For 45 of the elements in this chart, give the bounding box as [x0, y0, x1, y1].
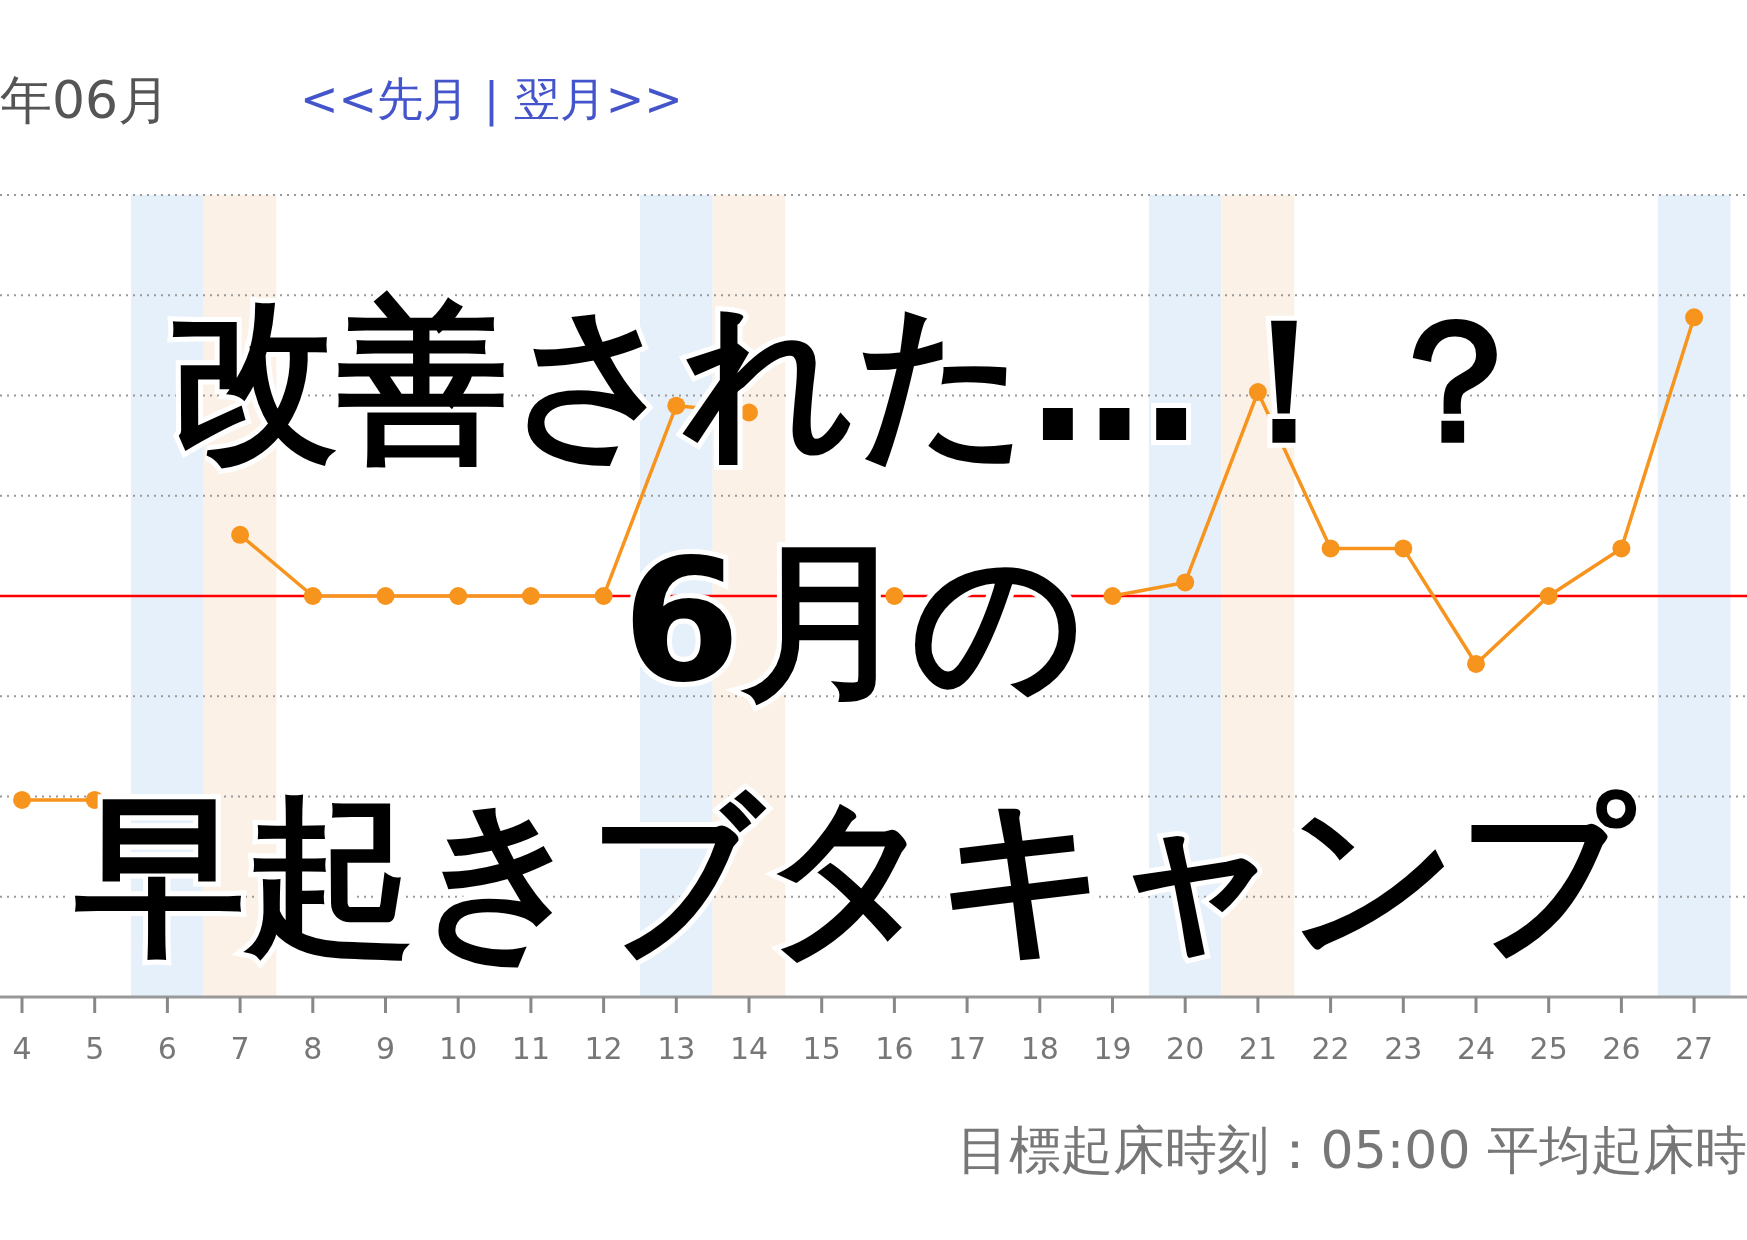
x-tick-label: 26 [1602, 1031, 1641, 1066]
x-tick-label: 4 [12, 1031, 32, 1066]
chart-subtitle: <<先月 | 翌月>> [300, 72, 683, 127]
point [1685, 308, 1704, 327]
point [1321, 539, 1340, 558]
x-tick-label: 6 [157, 1031, 177, 1066]
x-tick-label: 23 [1384, 1031, 1423, 1066]
x-tick-label: 14 [729, 1031, 769, 1066]
point [1103, 587, 1122, 605]
x-tick-label: 15 [802, 1031, 841, 1066]
text: 目標起床時刻：05:00 平均起床時 [956, 1120, 1747, 1180]
point [376, 587, 395, 605]
point [1539, 587, 1558, 605]
annotation: 早起きブタキャンプ [73, 777, 1637, 975]
point [1612, 539, 1631, 558]
x-tick-label: 8 [303, 1031, 323, 1066]
point [231, 525, 250, 544]
point [1248, 383, 1267, 402]
x-tick-label: 25 [1529, 1031, 1568, 1066]
x-tick-label: 20 [1166, 1031, 1205, 1066]
point [303, 587, 322, 605]
x-tick-label: 13 [657, 1031, 696, 1066]
point [594, 587, 613, 605]
point [449, 587, 468, 605]
x-tick-label: 27 [1675, 1031, 1714, 1066]
x-tick-label: 16 [875, 1031, 914, 1066]
x-tick-label: 10 [439, 1031, 478, 1066]
x-tick-label: 12 [584, 1031, 623, 1066]
point [13, 790, 31, 809]
point [521, 587, 540, 605]
x-tick-label: 19 [1093, 1031, 1132, 1066]
x-tick-label: 17 [948, 1031, 987, 1066]
x-tick-label: 5 [85, 1031, 105, 1066]
point [1467, 654, 1485, 673]
chart-title: 年06月 [0, 70, 171, 130]
x-tick-label: 24 [1456, 1031, 1496, 1066]
point [1176, 573, 1195, 592]
x-tick-label: 21 [1238, 1031, 1277, 1066]
x-tick-label: 22 [1311, 1031, 1350, 1066]
point [1394, 539, 1413, 558]
x-tick-label: 11 [511, 1031, 550, 1066]
x-tick-label: 18 [1020, 1031, 1059, 1066]
x-tick-label: 7 [230, 1031, 250, 1066]
annotation: 改善された…！？ [167, 282, 1540, 480]
x-tick-label: 9 [375, 1031, 396, 1066]
